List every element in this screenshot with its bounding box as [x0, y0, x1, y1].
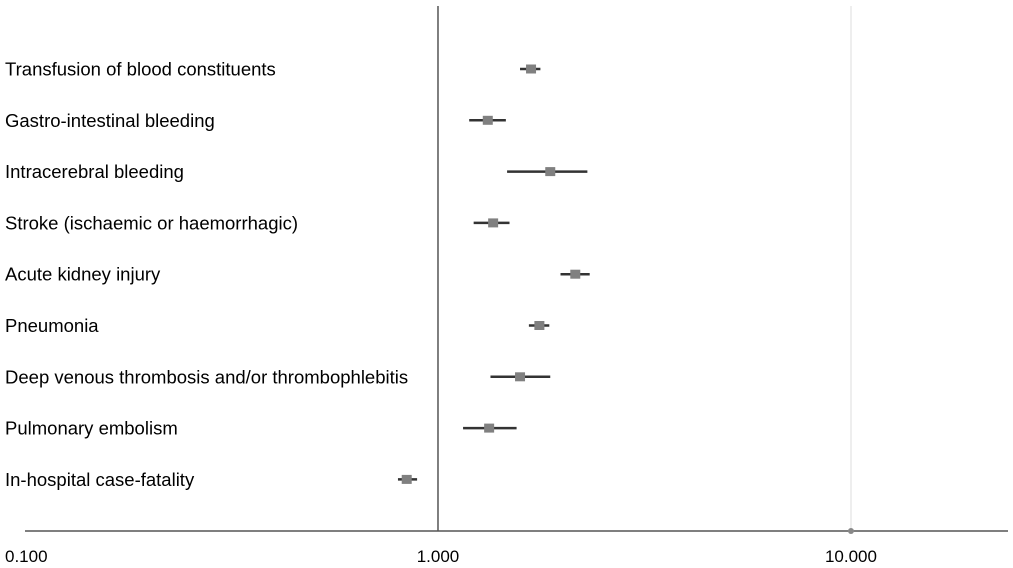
point-estimate-marker — [570, 269, 581, 279]
point-estimate-marker — [515, 372, 526, 382]
x-tick-label: 0.100 — [5, 547, 48, 566]
x-tick-marker — [847, 528, 854, 534]
x-tick-label: 10.000 — [825, 547, 877, 566]
category-label: Pneumonia — [5, 315, 99, 336]
point-estimate-marker — [482, 115, 493, 125]
x-axis-ticks: 0.100 1.000 10.000 — [5, 528, 877, 566]
x-tick-label: 1.000 — [417, 547, 460, 566]
category-label: Deep venous thrombosis and/or thrombophl… — [5, 366, 408, 387]
point-estimate-marker — [526, 64, 537, 74]
category-label: Stroke (ischaemic or haemorrhagic) — [5, 212, 298, 233]
category-label: In-hospital case-fatality — [5, 469, 195, 490]
category-label: Intracerebral bleeding — [5, 161, 184, 182]
category-label: Transfusion of blood constituents — [5, 59, 276, 80]
point-estimate-marker — [534, 321, 545, 330]
point-estimate-marker — [401, 474, 412, 484]
category-label: Gastro-intestinal bleeding — [5, 110, 215, 131]
point-estimate-marker — [484, 423, 495, 433]
estimate-marks — [397, 64, 590, 484]
point-estimate-marker — [488, 218, 499, 228]
category-labels: Transfusion of blood constituents Gastro-… — [5, 59, 408, 490]
point-estimate-marker — [545, 167, 556, 177]
category-label: Pulmonary embolism — [5, 418, 178, 439]
category-label: Acute kidney injury — [5, 264, 161, 285]
